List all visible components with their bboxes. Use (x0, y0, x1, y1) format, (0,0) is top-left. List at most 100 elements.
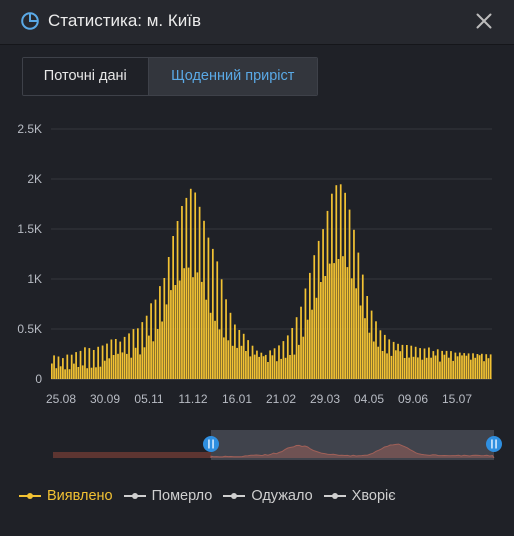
bar (331, 193, 333, 379)
bar (103, 360, 106, 379)
bar (339, 184, 342, 379)
bar (123, 336, 126, 379)
bar (434, 355, 437, 379)
bar (315, 297, 318, 379)
bar (66, 354, 69, 379)
pie-chart-icon (21, 12, 39, 30)
bar (95, 367, 97, 379)
legend-item-died[interactable]: Померло (123, 488, 212, 504)
bar (350, 278, 353, 379)
bar (64, 369, 66, 379)
bar (101, 345, 104, 379)
bar (262, 356, 265, 379)
bar (258, 356, 260, 379)
bar (410, 345, 413, 379)
bar (187, 267, 190, 379)
legend-label-recovered: Одужало (251, 488, 313, 504)
legend-item-detected[interactable]: Виявлено (18, 488, 113, 504)
bar (291, 328, 294, 379)
bar (247, 340, 249, 379)
bar (469, 359, 472, 379)
chart-grid (51, 128, 492, 380)
bar (346, 267, 349, 379)
tab-daily-growth[interactable]: Щоденний приріст (147, 58, 317, 95)
bar (170, 290, 172, 379)
bar (205, 299, 208, 379)
bar (275, 361, 278, 379)
x-tick-label: 04.05 (354, 392, 384, 406)
bar (77, 367, 80, 379)
bar (326, 210, 329, 379)
x-tick-label: 05.11 (134, 392, 163, 406)
legend-marker-detected (19, 493, 41, 499)
bar (443, 354, 446, 379)
bar (165, 304, 168, 379)
legend-item-sick[interactable]: Хворіє (323, 488, 396, 504)
bar (353, 229, 355, 379)
y-tick-label: 0.5K (17, 322, 42, 336)
bar (342, 256, 344, 379)
bar (154, 299, 157, 379)
bar (110, 339, 113, 379)
bar (377, 346, 380, 379)
bar (397, 343, 399, 379)
bar (392, 341, 395, 379)
range-selector[interactable] (0, 428, 514, 468)
chart-legend: Виявлено Померло Одужало Хворіє (18, 486, 406, 506)
bar (234, 324, 236, 379)
bar (256, 350, 258, 379)
range-handle-right[interactable] (486, 436, 502, 452)
bar (99, 366, 102, 379)
bar (381, 351, 384, 379)
bar (240, 345, 243, 379)
bar (372, 341, 375, 379)
close-icon[interactable] (474, 11, 494, 31)
bar (70, 354, 73, 379)
bar (474, 357, 477, 379)
bar (322, 229, 324, 379)
bar (430, 357, 432, 379)
bar (467, 353, 470, 379)
bar (452, 360, 455, 379)
bar (472, 353, 474, 379)
bar (117, 353, 119, 379)
bar (432, 351, 435, 379)
bar (143, 347, 146, 379)
bar (192, 277, 194, 379)
bar (403, 358, 406, 379)
legend-item-recovered[interactable]: Одужало (222, 488, 313, 504)
bar (238, 330, 241, 379)
x-tick-label: 29.03 (310, 392, 340, 406)
bar (284, 357, 287, 379)
bar (106, 343, 108, 379)
bar (278, 345, 280, 379)
bar (68, 369, 71, 379)
bar (132, 329, 135, 379)
bar (220, 279, 223, 379)
bar (181, 206, 183, 379)
tab-current-data[interactable]: Поточні дані (23, 58, 148, 95)
range-handle-left[interactable] (203, 436, 219, 452)
bar (196, 272, 199, 379)
bar (386, 353, 388, 379)
bar (119, 341, 122, 379)
bar (161, 321, 163, 379)
bar (399, 351, 402, 379)
bar (361, 274, 364, 379)
bar (412, 356, 415, 379)
bar (419, 348, 421, 379)
bar (200, 281, 203, 379)
bar (317, 240, 320, 379)
bar (209, 312, 212, 379)
bar (335, 185, 338, 379)
bar (297, 344, 300, 379)
bar (348, 209, 351, 379)
bar (300, 306, 302, 379)
bar (414, 346, 417, 379)
bar (344, 192, 346, 379)
legend-label-detected: Виявлено (47, 488, 113, 504)
bar (267, 362, 269, 379)
bar (271, 355, 274, 379)
bar (383, 334, 386, 379)
bar (483, 361, 485, 379)
